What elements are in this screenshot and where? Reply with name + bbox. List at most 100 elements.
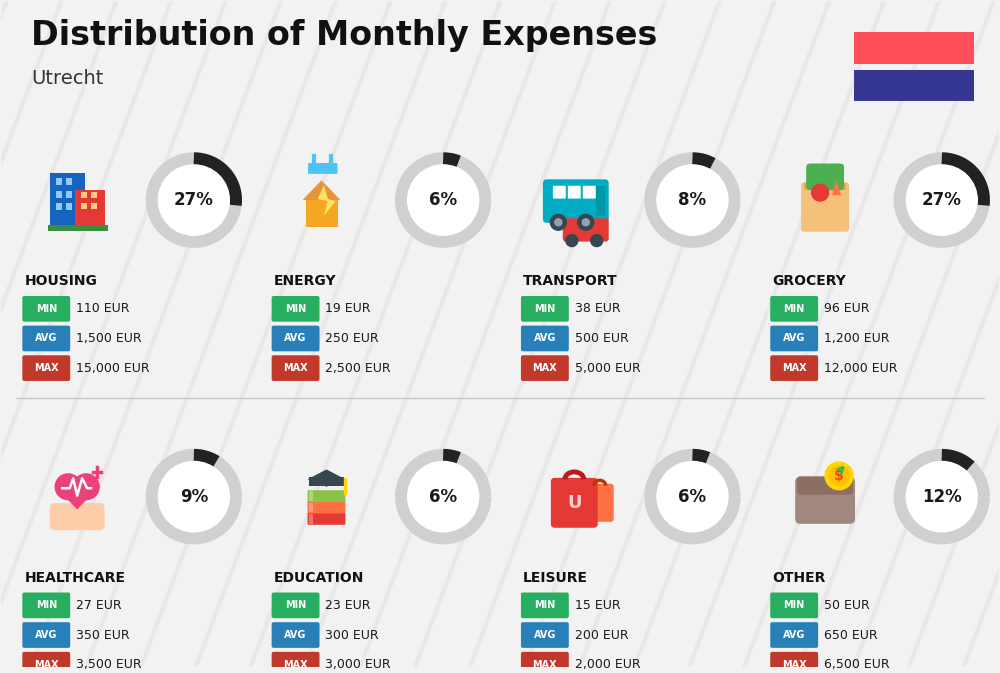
- Text: 300 EUR: 300 EUR: [325, 629, 379, 641]
- Text: MAX: MAX: [283, 363, 308, 373]
- Text: MIN: MIN: [36, 304, 57, 314]
- Circle shape: [825, 462, 853, 490]
- Text: MAX: MAX: [782, 363, 806, 373]
- Text: AVG: AVG: [783, 333, 805, 343]
- FancyBboxPatch shape: [91, 192, 97, 198]
- FancyBboxPatch shape: [806, 164, 844, 190]
- Text: 15,000 EUR: 15,000 EUR: [76, 361, 150, 375]
- Polygon shape: [56, 488, 98, 509]
- Polygon shape: [308, 470, 345, 487]
- Circle shape: [149, 155, 239, 244]
- Text: 8%: 8%: [678, 191, 707, 209]
- Circle shape: [408, 165, 479, 236]
- Text: AVG: AVG: [35, 333, 57, 343]
- Text: 650 EUR: 650 EUR: [824, 629, 878, 641]
- Text: 27%: 27%: [174, 191, 214, 209]
- FancyBboxPatch shape: [770, 355, 818, 381]
- Circle shape: [812, 184, 829, 201]
- FancyBboxPatch shape: [568, 186, 581, 199]
- Circle shape: [906, 165, 977, 236]
- FancyBboxPatch shape: [309, 477, 344, 486]
- FancyBboxPatch shape: [75, 190, 105, 227]
- FancyBboxPatch shape: [66, 190, 72, 198]
- Text: AVG: AVG: [284, 630, 307, 640]
- Text: 6%: 6%: [678, 488, 707, 505]
- Circle shape: [657, 165, 728, 236]
- Text: MIN: MIN: [36, 600, 57, 610]
- FancyBboxPatch shape: [521, 592, 569, 618]
- Text: MAX: MAX: [34, 660, 59, 670]
- FancyBboxPatch shape: [521, 652, 569, 673]
- Circle shape: [582, 219, 589, 225]
- FancyBboxPatch shape: [91, 203, 97, 209]
- Text: 50 EUR: 50 EUR: [824, 599, 870, 612]
- FancyBboxPatch shape: [272, 355, 320, 381]
- Text: 2,500 EUR: 2,500 EUR: [325, 361, 391, 375]
- Text: 12,000 EUR: 12,000 EUR: [824, 361, 898, 375]
- Text: Distribution of Monthly Expenses: Distribution of Monthly Expenses: [31, 20, 658, 52]
- FancyBboxPatch shape: [22, 652, 70, 673]
- Circle shape: [578, 215, 594, 230]
- Text: 3,000 EUR: 3,000 EUR: [325, 658, 391, 671]
- Text: 110 EUR: 110 EUR: [76, 302, 130, 316]
- FancyBboxPatch shape: [81, 203, 87, 209]
- Text: MAX: MAX: [533, 660, 557, 670]
- FancyBboxPatch shape: [521, 326, 569, 351]
- FancyBboxPatch shape: [272, 622, 320, 648]
- Text: MIN: MIN: [784, 600, 805, 610]
- Text: 9%: 9%: [180, 488, 208, 505]
- Circle shape: [897, 452, 987, 541]
- FancyBboxPatch shape: [308, 490, 345, 502]
- Text: 5,000 EUR: 5,000 EUR: [575, 361, 641, 375]
- FancyBboxPatch shape: [50, 503, 105, 530]
- Circle shape: [648, 452, 737, 541]
- FancyBboxPatch shape: [770, 622, 818, 648]
- Text: HEALTHCARE: HEALTHCARE: [24, 571, 125, 585]
- Text: MAX: MAX: [533, 363, 557, 373]
- Circle shape: [149, 452, 239, 541]
- Text: 200 EUR: 200 EUR: [575, 629, 628, 641]
- Text: 96 EUR: 96 EUR: [824, 302, 870, 316]
- Text: EDUCATION: EDUCATION: [274, 571, 364, 585]
- Text: MIN: MIN: [285, 304, 306, 314]
- FancyBboxPatch shape: [551, 478, 598, 528]
- FancyBboxPatch shape: [66, 178, 72, 185]
- Circle shape: [55, 474, 81, 499]
- Circle shape: [829, 466, 849, 486]
- Polygon shape: [318, 185, 335, 216]
- Text: 27%: 27%: [922, 191, 962, 209]
- FancyBboxPatch shape: [770, 592, 818, 618]
- FancyBboxPatch shape: [56, 178, 62, 185]
- FancyBboxPatch shape: [50, 173, 85, 227]
- Text: MIN: MIN: [534, 304, 556, 314]
- FancyBboxPatch shape: [22, 296, 70, 322]
- Text: 6%: 6%: [429, 488, 457, 505]
- FancyBboxPatch shape: [308, 513, 345, 525]
- FancyBboxPatch shape: [854, 32, 974, 64]
- FancyBboxPatch shape: [56, 203, 62, 210]
- Text: TRANSPORT: TRANSPORT: [523, 274, 618, 288]
- FancyBboxPatch shape: [309, 491, 313, 501]
- Text: MAX: MAX: [782, 660, 806, 670]
- FancyBboxPatch shape: [81, 192, 87, 198]
- Circle shape: [648, 155, 737, 244]
- Text: AVG: AVG: [534, 333, 556, 343]
- FancyBboxPatch shape: [22, 592, 70, 618]
- Text: AVG: AVG: [534, 630, 556, 640]
- FancyBboxPatch shape: [797, 476, 853, 495]
- Text: 15 EUR: 15 EUR: [575, 599, 620, 612]
- FancyBboxPatch shape: [521, 355, 569, 381]
- Text: 6%: 6%: [429, 191, 457, 209]
- Text: 2,000 EUR: 2,000 EUR: [575, 658, 640, 671]
- Text: 350 EUR: 350 EUR: [76, 629, 130, 641]
- Circle shape: [897, 155, 987, 244]
- Polygon shape: [303, 180, 340, 200]
- Text: 6,500 EUR: 6,500 EUR: [824, 658, 890, 671]
- FancyBboxPatch shape: [596, 186, 605, 216]
- FancyBboxPatch shape: [309, 514, 313, 524]
- Polygon shape: [832, 179, 841, 195]
- Circle shape: [408, 462, 479, 532]
- Text: 1,500 EUR: 1,500 EUR: [76, 332, 142, 345]
- Text: HOUSING: HOUSING: [24, 274, 97, 288]
- Text: $: $: [834, 469, 844, 483]
